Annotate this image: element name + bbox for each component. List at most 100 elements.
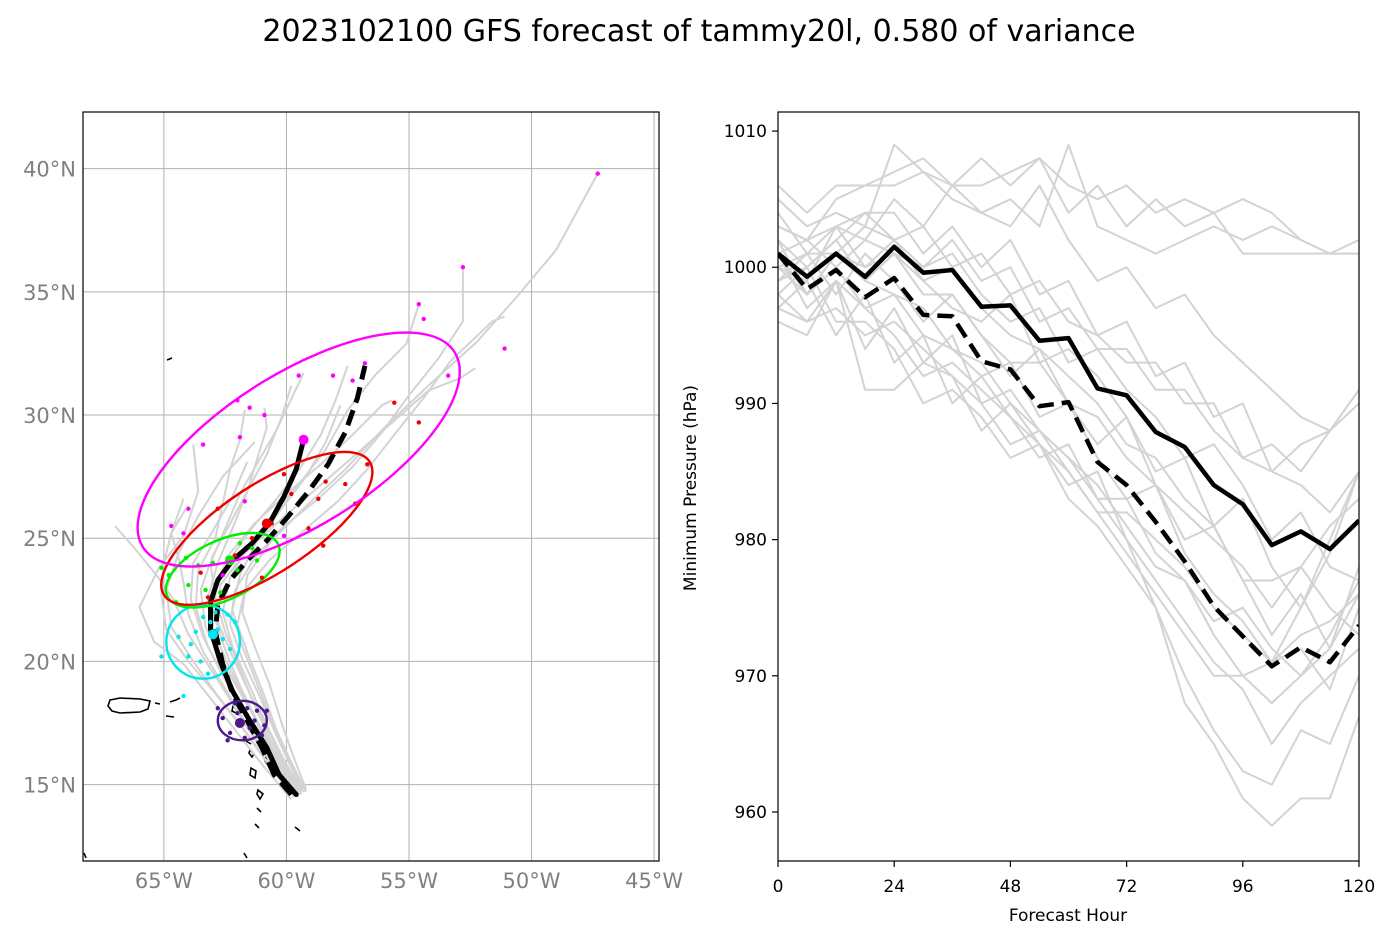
map-y-tick-label: 30°N	[23, 404, 76, 428]
member-position-120h	[595, 171, 600, 176]
map-frame	[82, 111, 660, 862]
member-position-24h	[220, 715, 225, 721]
ensemble-track	[229, 267, 464, 793]
member-position-96h	[281, 471, 287, 477]
pressure-ticks: 0 24 48 72 96 120 960 970 980 990 1000 1010	[724, 122, 1375, 897]
map-y-tick-label: 40°N	[23, 158, 76, 182]
ensemble-pressure-line	[778, 143, 1359, 255]
ensemble-pressure-line	[778, 307, 1359, 677]
member-position-72h	[237, 540, 243, 546]
ensemble-pressure-line	[778, 252, 1359, 650]
ensemble-track	[160, 498, 293, 796]
island-outline	[83, 852, 87, 859]
y-tick-label: 1010	[724, 122, 767, 142]
map-x-tick-label: 50°W	[503, 869, 561, 893]
x-tick-label: 0	[773, 877, 784, 897]
member-position-48h	[198, 659, 203, 664]
member-position-48h	[205, 671, 211, 676]
ensemble-pressure-line	[778, 211, 1359, 514]
spread-ellipse-24h	[216, 699, 269, 742]
member-position-48h	[227, 646, 233, 652]
member-position-24h	[235, 710, 240, 716]
member-position-96h	[198, 570, 203, 575]
mean-position-120h	[298, 434, 309, 445]
map-tick-labels: 65°W 60°W 55°W 50°W 45°W 15°N 20°N 25°N 30°N 35°N…	[23, 158, 683, 893]
ensemble-track	[214, 399, 393, 793]
map-y-tick-label: 35°N	[23, 281, 76, 305]
member-position-96h	[365, 462, 370, 467]
map-x-tick-label: 55°W	[380, 869, 438, 893]
member-position-120h	[362, 361, 368, 366]
member-position-120h	[421, 316, 426, 322]
spread-ellipse-120h	[136, 331, 461, 568]
ensemble-pressure-line	[778, 225, 1359, 609]
dashed-track	[212, 365, 368, 797]
mean-pressure-line	[778, 244, 1359, 552]
map-y-tick-label: 20°N	[23, 650, 76, 674]
member-position-96h	[306, 526, 311, 531]
island-outline	[166, 357, 173, 361]
member-position-24h	[215, 706, 221, 711]
member-position-120h	[262, 412, 267, 418]
member-position-120h	[200, 442, 206, 447]
member-position-120h	[281, 533, 287, 538]
member-position-24h	[227, 730, 233, 736]
island-outline	[294, 826, 301, 832]
member-position-96h	[205, 595, 211, 600]
member-position-120h	[502, 346, 507, 351]
x-tick-label: 72	[1116, 877, 1138, 897]
member-position-24h	[254, 708, 260, 713]
ensemble-pressure-line	[778, 157, 1359, 255]
member-position-48h	[193, 629, 198, 635]
member-position-96h	[316, 496, 321, 502]
member-position-48h	[220, 637, 225, 642]
mean-position-24h	[234, 718, 245, 729]
x-tick-label: 96	[1232, 877, 1254, 897]
island-outline	[249, 766, 257, 780]
member-position-120h	[296, 373, 301, 378]
y-tick-label: 980	[735, 531, 767, 551]
member-position-24h	[247, 725, 252, 731]
member-position-48h	[186, 654, 191, 659]
member-position-48h	[208, 619, 213, 625]
member-position-72h	[186, 582, 191, 588]
map-x-tick-label: 45°W	[625, 869, 683, 893]
member-position-120h	[186, 506, 191, 511]
member-position-120h	[169, 523, 174, 529]
x-axis-label: Forecast Hour	[1009, 906, 1127, 926]
puerto-rico-outline	[107, 697, 151, 714]
map-gridlines	[83, 112, 659, 861]
member-position-48h	[213, 609, 218, 615]
x-tick-label: 48	[1000, 877, 1022, 897]
spread-ellipse-96h	[160, 450, 374, 606]
ensemble-track	[211, 365, 349, 796]
member-position-120h	[220, 572, 225, 578]
y-tick-label: 990	[735, 394, 767, 414]
ensemble-track	[236, 315, 505, 793]
ensemble-pressure-line	[778, 225, 1359, 582]
island-outline	[243, 852, 248, 859]
map-tracks-layer	[114, 171, 600, 801]
pressure-lines-layer	[778, 143, 1359, 827]
spread-ellipse-48h	[165, 603, 242, 680]
member-position-24h	[245, 706, 250, 711]
member-position-72h	[159, 565, 164, 571]
member-position-48h	[181, 693, 186, 699]
ensemble-pressure-line	[778, 252, 1359, 677]
member-position-72h	[235, 568, 240, 573]
member-position-72h	[203, 587, 208, 593]
member-position-24h	[252, 718, 257, 723]
mean-position-96h	[261, 518, 272, 529]
y-tick-label: 970	[735, 667, 767, 687]
island-outline	[256, 788, 265, 801]
member-position-120h	[181, 531, 186, 536]
x-tick-label: 120	[1343, 877, 1375, 897]
map-x-tick-label: 65°W	[135, 869, 193, 893]
ensemble-pressure-line	[778, 143, 1359, 255]
member-position-96h	[343, 481, 348, 487]
member-position-48h	[176, 634, 181, 639]
ensemble-pressure-line	[778, 253, 1359, 786]
island-outline	[165, 715, 175, 718]
map-panel: 65°W 60°W 55°W 50°W 45°W 15°N 20°N 25°N 30°N 35°N…	[23, 111, 683, 893]
member-position-120h	[350, 378, 355, 383]
